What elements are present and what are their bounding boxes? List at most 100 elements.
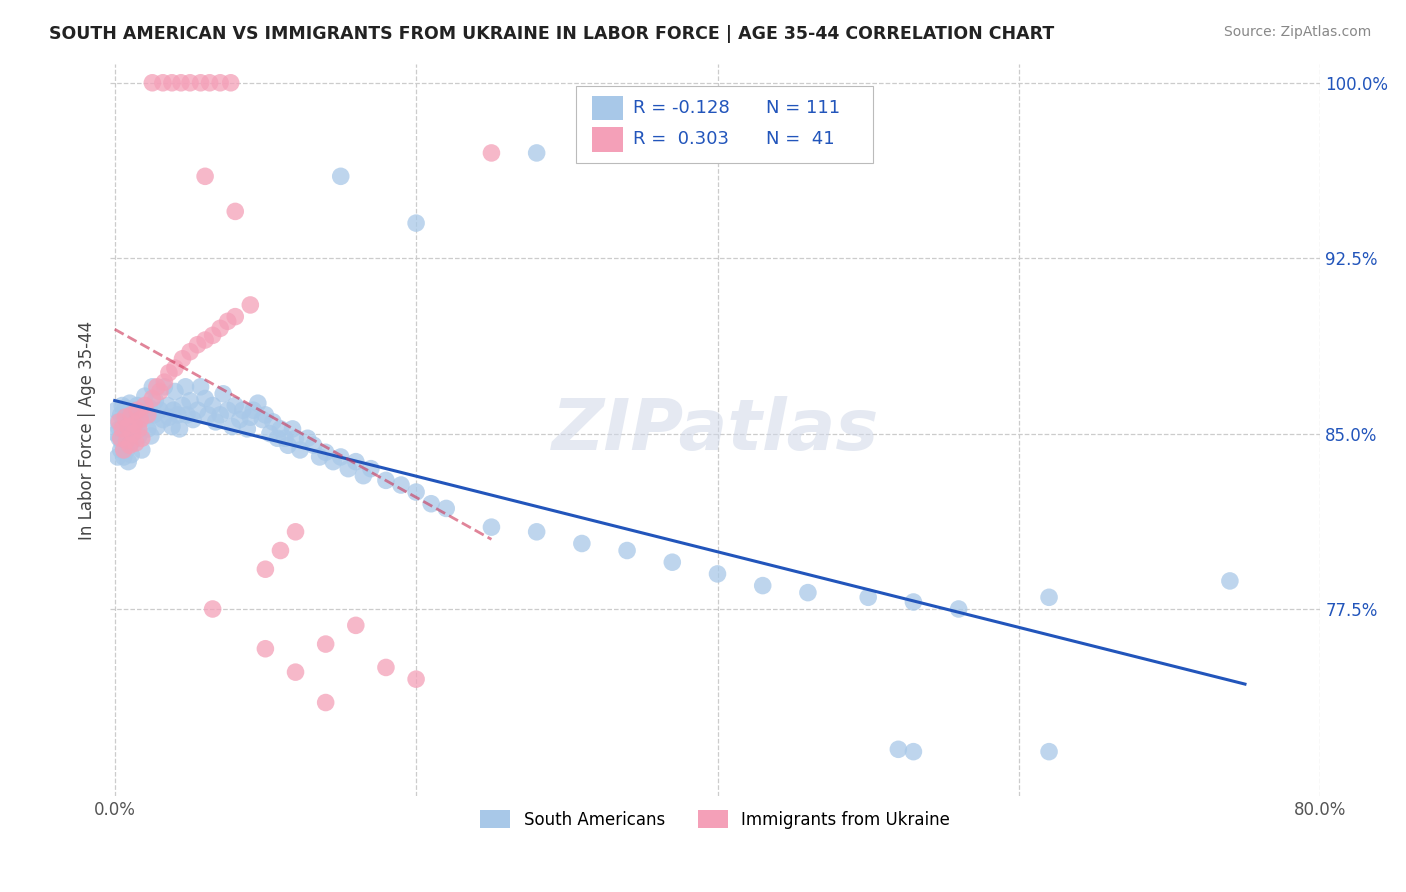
Point [212,387,235,401]
Point [157,410,180,425]
Point [297,431,319,445]
Point [118,429,141,443]
Point [146,419,169,434]
Point [152,76,174,90]
Point [252,412,274,426]
Text: R =  0.303: R = 0.303 [633,130,728,148]
Text: N =  41: N = 41 [766,130,835,148]
Point [224,399,246,413]
Point [138,401,160,415]
Point [284,524,307,539]
Point [112,450,135,464]
Point [190,76,212,90]
Point [114,401,136,415]
Point [120,408,142,422]
Point [105,426,128,441]
Point [375,474,398,488]
Point [219,76,242,90]
Point [167,408,190,422]
Point [139,429,162,443]
Point [110,431,132,445]
Point [121,403,143,417]
Point [284,431,307,445]
Point [128,422,150,436]
Point [194,333,217,347]
Point [229,412,252,426]
Point [201,328,224,343]
Point [221,419,243,434]
Point [122,417,145,432]
Point [153,375,176,389]
Point [322,455,344,469]
Point [125,408,148,422]
Point [302,438,325,452]
FancyBboxPatch shape [592,95,623,120]
Point [172,399,194,413]
Point [128,429,150,443]
Point [108,415,131,429]
Y-axis label: In Labor Force | Age 35-44: In Labor Force | Age 35-44 [79,320,96,540]
Point [360,461,382,475]
Point [526,524,548,539]
Point [288,442,311,457]
Point [146,380,169,394]
Point [121,434,143,448]
Point [125,436,148,450]
Point [194,392,217,406]
Point [131,442,153,457]
Point [352,468,374,483]
Point [239,298,262,312]
Point [1219,574,1241,588]
Point [127,403,149,417]
Point [141,380,163,394]
Point [149,403,172,417]
Point [120,448,142,462]
Point [187,337,209,351]
Point [375,660,398,674]
Point [481,520,503,534]
Point [136,408,159,422]
Point [141,76,163,90]
Point [170,76,193,90]
Point [209,321,232,335]
Point [232,403,254,417]
Point [160,419,183,434]
Point [254,408,277,422]
Text: N = 111: N = 111 [766,99,841,117]
Point [117,422,139,436]
Point [134,389,156,403]
Point [108,422,131,436]
Point [115,408,138,422]
Point [266,431,288,445]
Point [389,478,412,492]
FancyBboxPatch shape [576,86,873,163]
Point [194,169,217,184]
Point [152,412,174,426]
Legend: South Americans, Immigrants from Ukraine: South Americans, Immigrants from Ukraine [474,804,957,835]
Point [145,393,167,408]
Point [344,618,367,632]
Point [269,422,291,436]
Point [174,380,197,394]
Point [434,501,457,516]
Point [162,403,184,417]
Point [201,602,224,616]
Point [107,415,129,429]
Point [308,450,330,464]
Point [142,408,165,422]
Point [111,436,134,450]
Point [179,393,201,408]
Text: Source: ZipAtlas.com: Source: ZipAtlas.com [1223,25,1371,39]
Point [153,380,176,394]
Point [209,408,232,422]
Point [110,442,132,457]
Point [274,431,297,445]
Point [315,696,337,710]
Point [217,403,239,417]
Point [163,361,186,376]
Point [131,431,153,445]
Point [344,455,367,469]
Text: ZIPatlas: ZIPatlas [551,395,879,465]
Point [1038,591,1060,605]
Point [141,392,163,406]
